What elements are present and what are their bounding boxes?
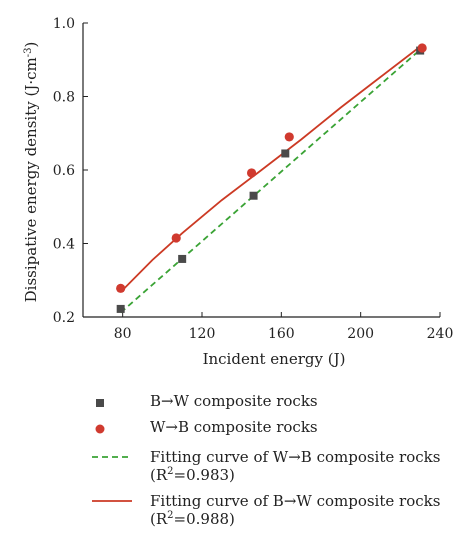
y-axis-label: Dissipative energy density (J·cm-3)	[22, 42, 40, 303]
point-wb	[417, 43, 427, 53]
fitting-curves	[120, 44, 423, 314]
x-tick-label: 80	[114, 326, 132, 342]
chart: 80 120 160 200 240 0.2 0.4 0.6 0.8 1.0 Incident …	[22, 16, 454, 368]
x-tick-label: 160	[268, 326, 295, 342]
point-wb	[116, 283, 126, 293]
data-points	[116, 43, 427, 313]
legend-square-marker	[96, 399, 104, 407]
point-bw	[281, 149, 290, 158]
legend-item-wb-fit: Fitting curve of W→B composite rocks (R2…	[92, 448, 462, 492]
y-tick-label: 0.2	[53, 310, 75, 326]
y-tick-label: 1.0	[53, 16, 75, 32]
point-wb	[171, 233, 181, 243]
y-axis-ticks: 0.2 0.4 0.6 0.8 1.0	[53, 16, 88, 326]
point-wb	[284, 132, 294, 142]
y-axis-label-main: Dissipative energy density (J·cm	[22, 57, 40, 302]
point-wb	[246, 168, 257, 178]
point-bw	[249, 191, 258, 200]
y-axis-label-sup: -3	[23, 48, 34, 58]
y-tick-label: 0.6	[53, 163, 75, 179]
legend-label-bw-points: B→W composite rocks	[150, 392, 318, 410]
legend-label-bw-fit-main: Fitting curve of B→W composite rocks (R	[150, 492, 441, 528]
legend-dashed-line	[92, 456, 132, 458]
x-axis-ticks: 80 120 160 200 240	[114, 312, 454, 342]
y-axis-label-tail: )	[22, 42, 40, 48]
x-tick-label: 200	[347, 326, 374, 342]
legend-item-bw-fit: Fitting curve of B→W composite rocks (R2…	[92, 492, 462, 536]
legend-label-wb-fit-tail: =0.983)	[173, 466, 235, 484]
y-tick-label: 0.8	[53, 90, 75, 106]
point-bw	[178, 254, 187, 263]
legend-circle-marker	[95, 424, 105, 434]
point-bw	[116, 304, 125, 313]
legend-label-bw-fit-tail: =0.988)	[173, 510, 235, 528]
x-tick-label: 120	[189, 326, 216, 342]
x-tick-label: 240	[427, 326, 454, 342]
x-axis-label: Incident energy (J)	[203, 350, 346, 368]
y-tick-label: 0.4	[53, 237, 75, 253]
legend-label-bw-fit-sup: 2	[167, 510, 174, 521]
legend-item-bw-points: B→W composite rocks	[92, 392, 462, 418]
legend: B→W composite rocks W→B composite rocks …	[92, 392, 462, 536]
legend-item-wb-points: W→B composite rocks	[92, 418, 462, 448]
fit-line-wb	[120, 47, 423, 314]
legend-label-wb-fit-main: Fitting curve of W→B composite rocks (R	[150, 448, 441, 484]
legend-label-wb-fit: Fitting curve of W→B composite rocks (R2…	[150, 448, 462, 484]
legend-label-wb-fit-sup: 2	[167, 466, 174, 477]
legend-solid-line	[92, 500, 132, 502]
legend-label-wb-points: W→B composite rocks	[150, 418, 318, 436]
fit-line-bw	[120, 44, 423, 293]
legend-label-bw-fit: Fitting curve of B→W composite rocks (R2…	[150, 492, 462, 528]
